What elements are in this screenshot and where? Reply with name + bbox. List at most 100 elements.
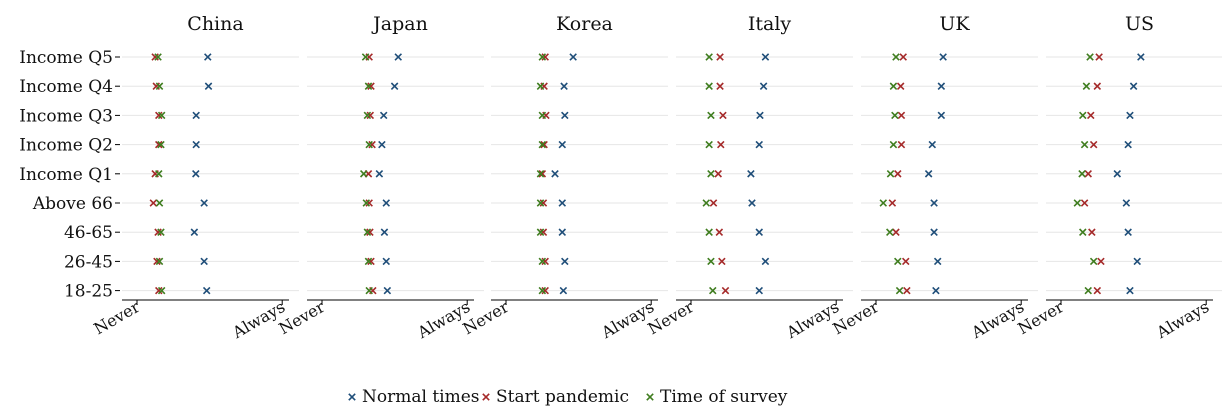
- marker-time-of-survey: [889, 82, 898, 90]
- marker-time-of-survey: [361, 53, 370, 61]
- x-tick-label: Never: [1015, 297, 1068, 338]
- marker-normal-times: [755, 140, 764, 149]
- y-tick-label: Income Q2: [19, 136, 113, 156]
- marker-normal-times: [1113, 170, 1122, 178]
- marker-normal-times: [561, 257, 569, 266]
- legend-label: Normal times: [362, 387, 480, 407]
- marker-start-pandemic: [717, 140, 725, 149]
- marker-start-pandemic: [716, 53, 724, 61]
- panel-title: Japan: [371, 13, 428, 35]
- panel-title: Korea: [556, 13, 613, 35]
- marker-time-of-survey: [363, 111, 372, 120]
- marker-normal-times: [382, 199, 391, 207]
- marker-normal-times: [748, 199, 756, 207]
- marker-time-of-survey: [1084, 286, 1092, 295]
- marker-time-of-survey: [538, 111, 547, 120]
- marker-time-of-survey: [536, 228, 545, 236]
- marker-time-of-survey: [705, 53, 713, 61]
- marker-start-pandemic: [902, 257, 910, 266]
- marker-start-pandemic: [368, 140, 376, 149]
- marker-start-pandemic: [541, 53, 549, 61]
- marker-time-of-survey: [886, 170, 895, 178]
- y-tick-label: Income Q1: [19, 165, 113, 185]
- marker-start-pandemic: [366, 111, 375, 120]
- marker-time-of-survey: [709, 286, 717, 295]
- marker-normal-times: [390, 82, 399, 90]
- legend-label: Start pandemic: [496, 387, 629, 407]
- marker-start-pandemic: [365, 199, 373, 207]
- marker-start-pandemic: [1088, 228, 1096, 236]
- marker-time-of-survey: [702, 199, 711, 207]
- marker-normal-times: [1133, 257, 1141, 266]
- marker-start-pandemic: [151, 53, 159, 61]
- marker-start-pandemic: [367, 82, 375, 90]
- marker-start-pandemic: [149, 199, 158, 207]
- marker-normal-times: [378, 140, 386, 149]
- x-tick-label: Never: [830, 297, 883, 338]
- marker-time-of-survey: [157, 140, 165, 149]
- marker-normal-times: [1124, 140, 1132, 149]
- marker-normal-times: [569, 53, 577, 61]
- marker-time-of-survey: [365, 140, 373, 149]
- marker-time-of-survey: [536, 82, 545, 90]
- marker-start-pandemic: [541, 257, 549, 266]
- legend-marker-icon: [482, 393, 490, 401]
- marker-start-pandemic: [155, 140, 163, 149]
- marker-start-pandemic: [540, 140, 548, 149]
- legend-item-time-of-survey: Time of survey: [646, 387, 788, 407]
- marker-normal-times: [204, 82, 213, 90]
- marker-normal-times: [192, 140, 200, 149]
- marker-normal-times: [380, 228, 389, 236]
- marker-start-pandemic: [897, 140, 906, 149]
- marker-time-of-survey: [889, 140, 898, 149]
- marker-time-of-survey: [707, 111, 715, 120]
- marker-time-of-survey: [1073, 199, 1082, 207]
- marker-normal-times: [939, 53, 947, 61]
- marker-start-pandemic: [539, 199, 548, 207]
- marker-time-of-survey: [157, 111, 166, 120]
- marker-start-pandemic: [715, 228, 724, 236]
- marker-normal-times: [1137, 53, 1145, 61]
- marker-time-of-survey: [365, 286, 373, 295]
- marker-start-pandemic: [541, 286, 549, 295]
- marker-start-pandemic: [1095, 53, 1103, 61]
- marker-start-pandemic: [894, 170, 902, 178]
- marker-start-pandemic: [155, 111, 163, 120]
- legend-item-start-pandemic: Start pandemic: [482, 387, 629, 407]
- marker-time-of-survey: [155, 199, 164, 207]
- marker-normal-times: [1126, 111, 1134, 120]
- marker-start-pandemic: [897, 111, 906, 120]
- marker-normal-times: [932, 286, 940, 295]
- marker-time-of-survey: [538, 53, 547, 61]
- marker-time-of-survey: [891, 111, 899, 120]
- y-tick-label: Income Q3: [19, 106, 113, 126]
- marker-start-pandemic: [155, 286, 163, 295]
- marker-time-of-survey: [157, 286, 166, 295]
- marker-normal-times: [200, 257, 208, 266]
- marker-time-of-survey: [1080, 140, 1089, 149]
- marker-start-pandemic: [538, 170, 547, 178]
- legend-label: Time of survey: [660, 387, 788, 407]
- marker-time-of-survey: [1082, 82, 1091, 90]
- marker-normal-times: [394, 53, 402, 61]
- y-tick-label: Income Q5: [19, 48, 113, 68]
- marker-normal-times: [928, 140, 937, 149]
- marker-start-pandemic: [1093, 82, 1102, 90]
- marker-time-of-survey: [364, 82, 373, 90]
- marker-normal-times: [759, 82, 768, 90]
- marker-time-of-survey: [363, 228, 372, 236]
- y-tick-label: Above 66: [32, 194, 113, 214]
- marker-normal-times: [192, 111, 200, 120]
- marker-start-pandemic: [1093, 286, 1102, 295]
- marker-time-of-survey: [707, 257, 715, 266]
- marker-time-of-survey: [707, 170, 715, 178]
- x-tick-label: Never: [91, 297, 144, 338]
- marker-start-pandemic: [154, 228, 162, 236]
- marker-time-of-survey: [1079, 111, 1087, 120]
- marker-normal-times: [558, 199, 567, 207]
- marker-normal-times: [559, 286, 568, 295]
- marker-normal-times: [1129, 82, 1138, 90]
- marker-normal-times: [558, 140, 567, 149]
